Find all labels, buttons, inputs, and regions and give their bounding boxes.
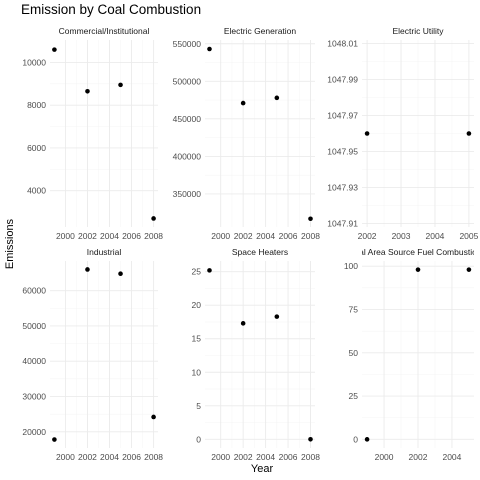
facet-strip-label: Space Heaters [232,247,288,257]
x-tick-label: 2003 [392,231,411,241]
data-point [118,271,123,277]
x-tick-label: 2008 [144,452,163,462]
x-tick-label: 2002 [409,452,428,462]
x-tick-label: 2002 [234,231,253,241]
x-tick-label: 2008 [301,452,320,462]
data-point [308,436,313,442]
y-tick-label: 1047.91 [327,218,358,228]
x-tick-label: 2004 [256,452,275,462]
y-tick-label: 50 [349,348,359,358]
x-tick-label: 2002 [358,231,377,241]
x-tick-label: 2000 [56,231,75,241]
facet-panel: Electric Utility 2002 2003 2004 2005 1047.91 1… [327,26,478,241]
data-point [240,321,246,326]
y-tick-label: 20000 [22,427,46,437]
x-tick-label: 2008 [301,231,320,241]
data-point [364,437,370,442]
y-axis-title: Emissions [4,218,16,269]
data-point [364,131,370,136]
y-tick-label: 20 [192,300,202,310]
y-tick-label: 50000 [22,321,46,331]
y-tick-label: 0 [196,434,201,444]
x-tick-label: 2002 [234,452,253,462]
y-tick-label: 550000 [173,39,202,49]
y-tick-label: 5 [196,401,201,411]
y-tick-label: 4000 [27,186,46,196]
data-point [151,414,156,420]
y-tick-label: 25 [349,391,359,401]
y-tick-label: 10000 [22,57,46,67]
y-tick-label: 15 [192,334,202,344]
facet-strip-label: Electric Generation [224,26,297,36]
data-point [151,216,156,221]
data-point [52,437,57,442]
x-tick-label: 2004 [100,231,119,241]
facet-panel: Industrial 2000 2002 2004 2006 2008 20000 30000… [22,247,163,462]
x-tick-label: 2005 [459,231,478,241]
data-point [52,47,57,52]
y-tick-label: 75 [349,304,359,314]
x-tick-label: 2000 [56,452,75,462]
x-tick-label: 2000 [211,452,230,462]
data-point [466,267,472,272]
x-tick-label: 2000 [211,231,230,241]
y-tick-label: 8000 [27,100,46,110]
y-tick-label: 1047.99 [327,75,358,85]
y-tick-label: 25 [192,267,202,277]
y-tick-label: 6000 [27,143,46,153]
facet-panel: al Area Source Fuel Combustio 2000 2002 200… [344,247,477,462]
data-point [207,46,212,52]
facet-panel: Commercial/Institutional 2000 2002 2004 2006… [22,26,163,241]
data-point [308,216,313,222]
facet-strip-label: Commercial/Institutional [59,26,150,36]
data-point [274,314,280,319]
x-tick-label: 2004 [442,452,461,462]
y-tick-label: 450000 [173,114,202,124]
y-tick-label: 40000 [22,356,46,366]
x-tick-label: 2002 [78,452,97,462]
x-tick-label: 2006 [122,231,141,241]
chart-title: Emission by Coal Combustion [21,2,201,17]
y-tick-label: 1047.93 [327,182,358,192]
x-tick-label: 2006 [279,231,298,241]
x-tick-label: 2006 [122,452,141,462]
facet-strip-label: al Area Source Fuel Combustio [359,247,477,257]
facet-panel: Electric Generation 2000 2002 2004 2006 2008 3… [173,26,321,241]
data-point [274,95,280,101]
facet-strip-label: Electric Utility [392,26,444,36]
y-tick-label: 350000 [173,189,202,199]
x-tick-label: 2000 [375,452,394,462]
y-tick-label: 60000 [22,286,46,296]
x-tick-label: 2002 [78,231,97,241]
data-point [240,100,246,106]
data-point [118,82,123,88]
y-tick-label: 1047.97 [327,111,358,121]
y-tick-label: 10 [192,367,202,377]
x-tick-label: 2004 [100,452,119,462]
facet-panel: Space Heaters 2000 2002 2004 2006 2008 0 5 10 15 2… [192,247,321,462]
y-tick-label: 1048.01 [327,39,358,49]
x-axis-title: Year [251,463,274,475]
y-tick-label: 400000 [173,151,202,161]
facet-strip: al Area Source Fuel Combustio [359,247,477,257]
y-tick-label: 100 [344,261,358,271]
y-tick-label: 500000 [173,76,202,86]
facet-strip-label: Industrial [87,247,122,257]
x-tick-label: 2004 [426,231,445,241]
data-point [85,267,90,272]
data-point [466,131,472,136]
x-tick-label: 2006 [279,452,298,462]
data-point [207,268,212,273]
data-point [85,88,90,94]
x-tick-label: 2004 [256,231,275,241]
x-tick-label: 2008 [144,231,163,241]
y-tick-label: 1047.95 [327,146,358,156]
data-point [415,267,421,272]
y-tick-label: 30000 [22,391,46,401]
y-tick-label: 0 [353,434,358,444]
